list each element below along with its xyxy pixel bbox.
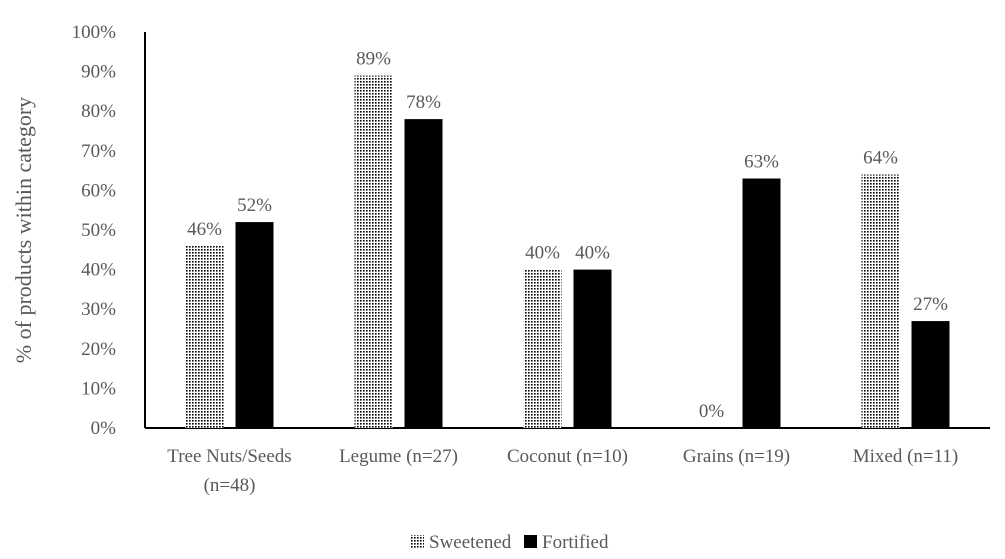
- bar-fortified: [911, 321, 950, 428]
- bar-sweetened: [861, 174, 900, 428]
- category-label: Mixed (n=11): [853, 446, 959, 467]
- y-tick-label: 50%: [81, 220, 116, 241]
- legend-label-fortified: Fortified: [542, 532, 609, 553]
- data-label-fortified: 63%: [744, 152, 779, 173]
- bar-fortified: [235, 222, 274, 428]
- bar-sweetened: [523, 269, 562, 428]
- y-tick-label: 70%: [81, 141, 116, 162]
- bar-sweetened: [354, 75, 393, 428]
- y-tick-label: 30%: [81, 299, 116, 320]
- legend-label-sweetened: Sweetened: [429, 532, 512, 553]
- category-label: Grains (n=19): [683, 446, 790, 467]
- data-label-fortified: 52%: [237, 195, 272, 216]
- y-tick-label: 60%: [81, 180, 116, 201]
- data-label-fortified: 78%: [406, 92, 441, 113]
- data-label-fortified: 27%: [913, 294, 948, 315]
- y-tick-label: 0%: [91, 418, 117, 439]
- y-tick-label: 90%: [81, 62, 116, 83]
- data-label-sweetened: 89%: [356, 49, 391, 70]
- category-label: Coconut (n=10): [507, 446, 628, 467]
- y-tick-label: 80%: [81, 101, 116, 122]
- data-label-sweetened: 46%: [187, 219, 222, 240]
- legend-swatch-sweetened: [411, 535, 424, 548]
- y-tick-label: 20%: [81, 339, 116, 360]
- bar-fortified: [742, 178, 781, 428]
- y-tick-label: 10%: [81, 378, 116, 399]
- legend-swatch-fortified: [524, 535, 537, 548]
- category-label: Tree Nuts/Seeds: [167, 446, 291, 467]
- y-tick-label: 100%: [72, 22, 117, 43]
- bar-fortified: [404, 119, 443, 429]
- data-label-fortified: 40%: [575, 243, 610, 264]
- category-label: Legume (n=27): [339, 446, 458, 467]
- bar-sweetened: [185, 245, 224, 428]
- data-label-sweetened: 0%: [699, 401, 725, 422]
- y-axis-label: % of products within category: [11, 97, 36, 363]
- data-label-sweetened: 64%: [863, 148, 898, 169]
- y-tick-label: 40%: [81, 260, 116, 281]
- bar-fortified: [573, 269, 612, 428]
- data-label-sweetened: 40%: [525, 243, 560, 264]
- category-label: (n=48): [204, 475, 256, 496]
